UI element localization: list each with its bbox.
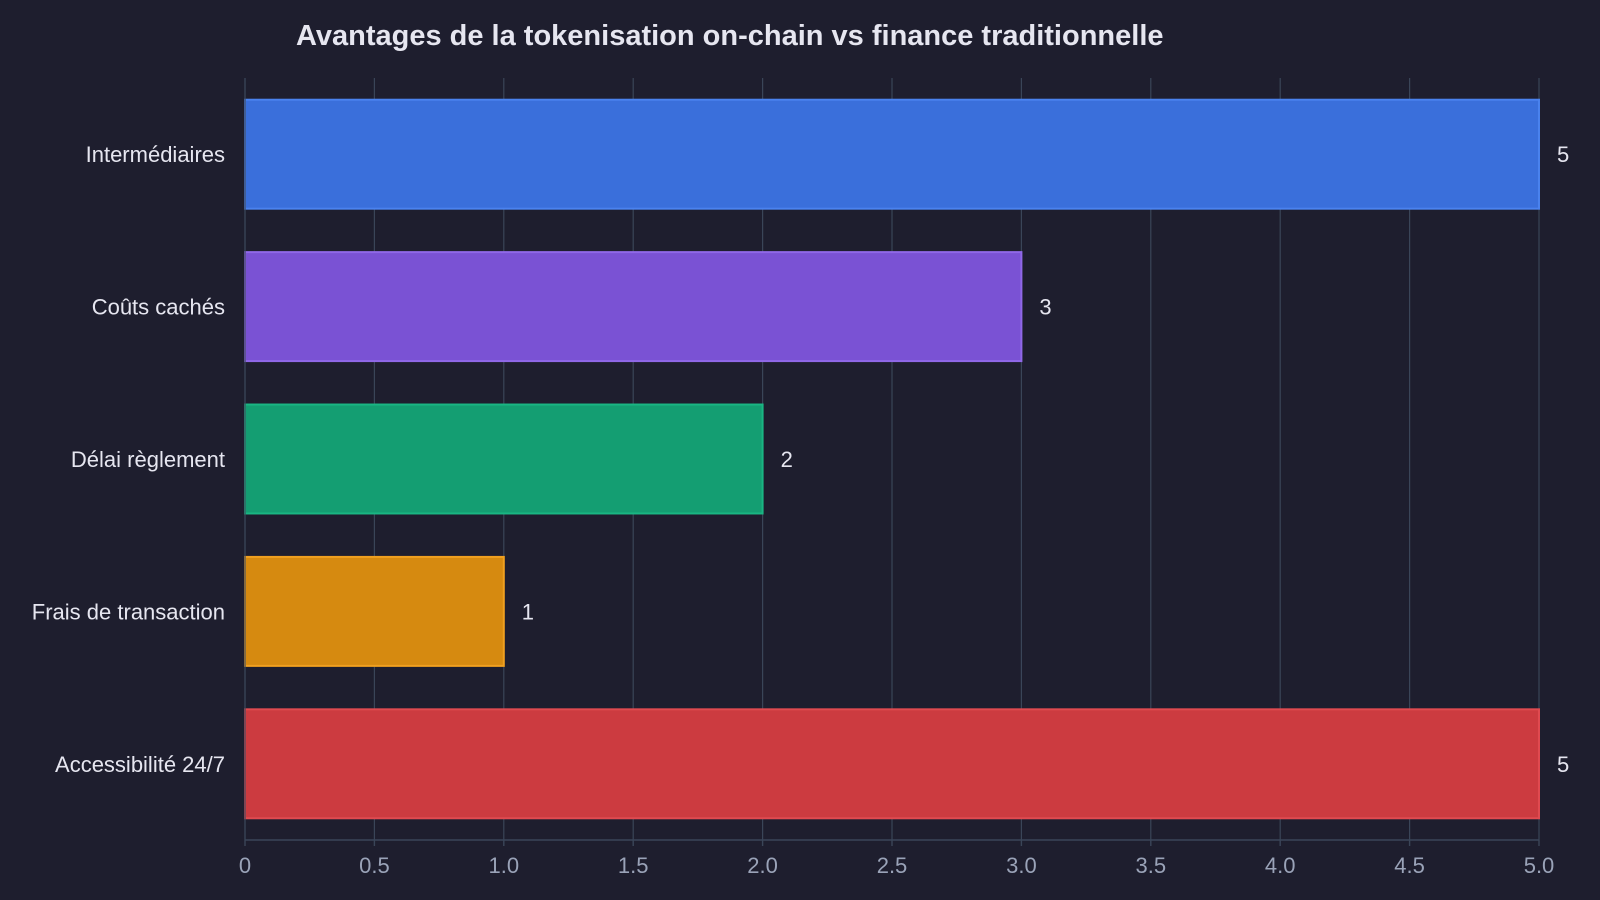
category-label: Intermédiaires [86,142,225,167]
value-label: 1 [522,599,534,624]
x-tick-label: 5.0 [1524,853,1555,878]
x-tick-label: 3.5 [1136,853,1167,878]
bar [244,555,505,667]
chart-title: Avantages de la tokenisation on-chain vs… [296,20,1164,52]
category-label: Délai règlement [71,447,225,472]
x-tick-label: 1.0 [489,853,520,878]
category-label: Frais de transaction [32,599,225,624]
x-tick-label: 4.5 [1394,853,1425,878]
bar [244,251,1023,363]
x-tick-label: 2.5 [877,853,908,878]
x-tick-label: 2.0 [747,853,778,878]
value-label: 5 [1557,752,1569,777]
value-label: 2 [781,447,793,472]
x-tick-label: 0 [239,853,251,878]
value-label: 5 [1557,142,1569,167]
bar [244,98,1540,210]
category-label: Coûts cachés [92,295,225,320]
x-tick-label: 1.5 [618,853,649,878]
x-tick-label: 4.0 [1265,853,1296,878]
category-label: Accessibilité 24/7 [55,752,225,777]
x-tick-label: 3.0 [1006,853,1037,878]
x-tick-label: 0.5 [359,853,390,878]
bar [244,708,1540,820]
bar [244,403,764,515]
value-label: 3 [1039,295,1051,320]
